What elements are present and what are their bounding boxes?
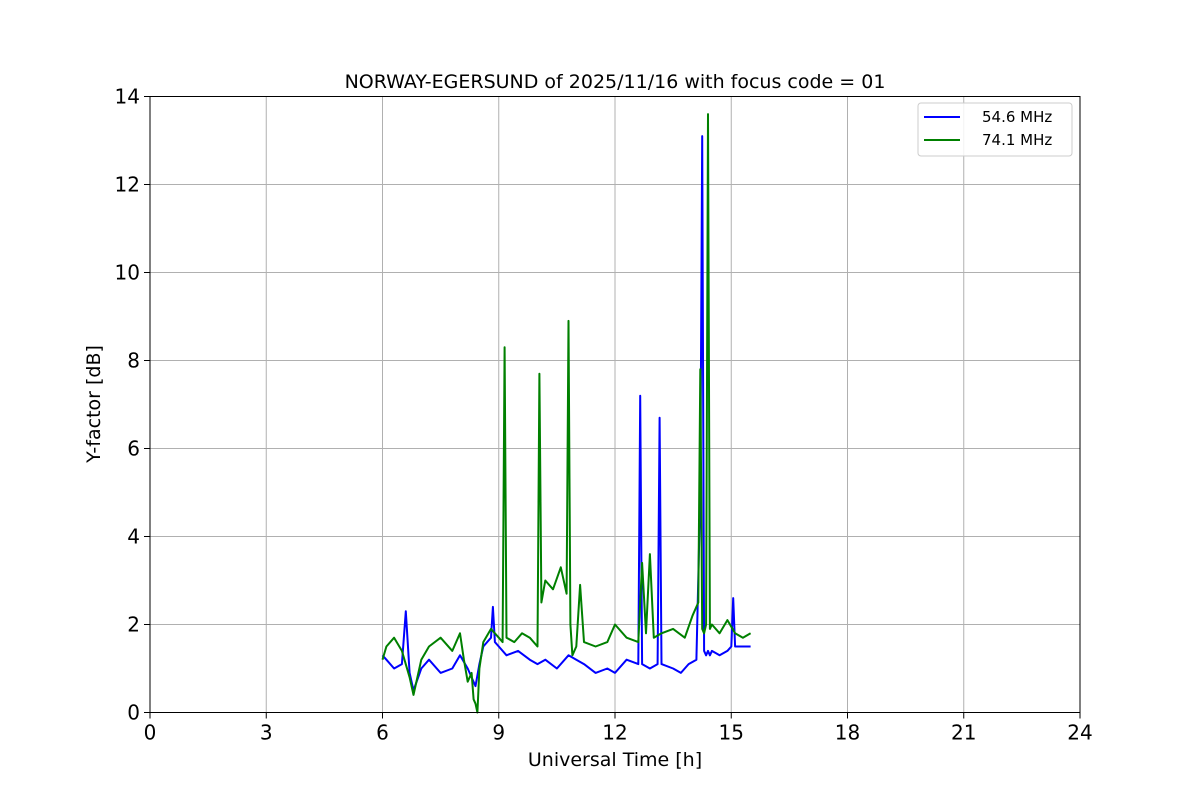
y-tick-label: 6: [127, 437, 140, 461]
x-tick-label: 24: [1067, 721, 1092, 745]
series-group: [381, 113, 752, 714]
series-line-54-6-mhz: [381, 135, 751, 692]
y-tick-label: 14: [115, 85, 140, 109]
x-tick-label: 15: [719, 721, 744, 745]
x-tick-label: 12: [602, 721, 627, 745]
y-tick-label: 10: [115, 261, 140, 285]
series-line-74-1-mhz: [381, 113, 752, 714]
x-tick-label: 0: [144, 721, 157, 745]
y-tick-label: 12: [115, 173, 140, 197]
x-axis-label: Universal Time [h]: [528, 749, 702, 771]
y-axis-label: Y-factor [dB]: [83, 345, 105, 464]
legend-label-54-6-mhz: 54.6 MHz: [982, 108, 1052, 126]
x-tick-label: 6: [376, 721, 389, 745]
x-tick-label: 9: [492, 721, 505, 745]
x-tick-label: 21: [951, 721, 976, 745]
y-tick-label: 8: [127, 349, 140, 373]
x-tick-label: 3: [260, 721, 273, 745]
y-tick-label: 0: [127, 701, 140, 725]
legend-label-74-1-mhz: 74.1 MHz: [982, 131, 1052, 149]
legend: 54.6 MHz 74.1 MHz: [917, 102, 1073, 157]
x-tick-label: 18: [835, 721, 860, 745]
chart-title: NORWAY-EGERSUND of 2025/11/16 with focus…: [345, 71, 886, 93]
y-tick-label: 2: [127, 613, 140, 637]
y-tick-label: 4: [127, 525, 140, 549]
